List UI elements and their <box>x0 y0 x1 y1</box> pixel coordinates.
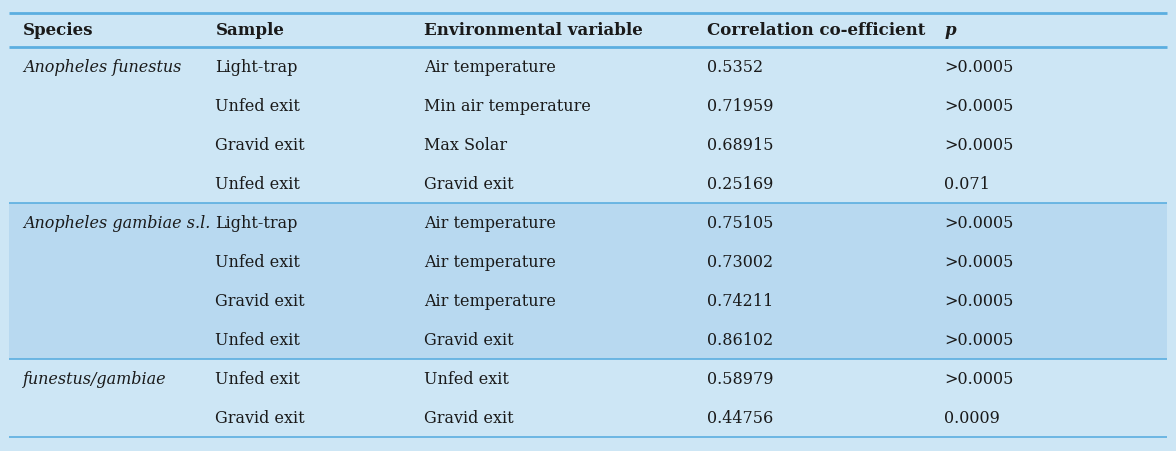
Text: 0.44756: 0.44756 <box>707 410 774 427</box>
Text: >0.0005: >0.0005 <box>944 59 1014 75</box>
Text: 0.86102: 0.86102 <box>707 331 774 349</box>
Text: Gravid exit: Gravid exit <box>423 175 513 193</box>
Text: >0.0005: >0.0005 <box>944 215 1014 231</box>
Text: p: p <box>944 22 956 39</box>
Text: Unfed exit: Unfed exit <box>423 370 508 387</box>
Text: Gravid exit: Gravid exit <box>423 331 513 349</box>
Text: Light-trap: Light-trap <box>215 215 298 231</box>
Text: Air temperature: Air temperature <box>423 59 555 75</box>
Bar <box>9 14 1167 47</box>
Text: Air temperature: Air temperature <box>423 215 555 231</box>
Text: Unfed exit: Unfed exit <box>215 370 300 387</box>
Text: Sample: Sample <box>215 22 285 39</box>
Text: >0.0005: >0.0005 <box>944 293 1014 309</box>
Text: 0.73002: 0.73002 <box>707 253 774 271</box>
Bar <box>9 47 1167 203</box>
Text: Unfed exit: Unfed exit <box>215 331 300 349</box>
Text: Anopheles funestus: Anopheles funestus <box>24 59 181 75</box>
Text: 0.071: 0.071 <box>944 175 990 193</box>
Text: Species: Species <box>24 22 94 39</box>
Bar <box>9 359 1167 437</box>
Text: Anopheles gambiae s.l.: Anopheles gambiae s.l. <box>24 215 211 231</box>
Text: 0.68915: 0.68915 <box>707 137 774 153</box>
Text: Unfed exit: Unfed exit <box>215 175 300 193</box>
Text: >0.0005: >0.0005 <box>944 253 1014 271</box>
Bar <box>9 203 1167 359</box>
Text: >0.0005: >0.0005 <box>944 370 1014 387</box>
Text: >0.0005: >0.0005 <box>944 331 1014 349</box>
Text: Environmental variable: Environmental variable <box>423 22 642 39</box>
Text: 0.74211: 0.74211 <box>707 293 774 309</box>
Text: Gravid exit: Gravid exit <box>215 137 305 153</box>
Text: 0.58979: 0.58979 <box>707 370 774 387</box>
Text: funestus/gambiae: funestus/gambiae <box>24 370 167 387</box>
Text: Gravid exit: Gravid exit <box>423 410 513 427</box>
Text: >0.0005: >0.0005 <box>944 97 1014 115</box>
Text: Gravid exit: Gravid exit <box>215 410 305 427</box>
Text: Unfed exit: Unfed exit <box>215 97 300 115</box>
Text: >0.0005: >0.0005 <box>944 137 1014 153</box>
Text: Air temperature: Air temperature <box>423 293 555 309</box>
Text: 0.75105: 0.75105 <box>707 215 774 231</box>
Text: 0.71959: 0.71959 <box>707 97 774 115</box>
Text: Max Solar: Max Solar <box>423 137 507 153</box>
Text: Correlation co-efficient: Correlation co-efficient <box>707 22 926 39</box>
Text: Air temperature: Air temperature <box>423 253 555 271</box>
Text: Unfed exit: Unfed exit <box>215 253 300 271</box>
Text: 0.5352: 0.5352 <box>707 59 763 75</box>
Text: Min air temperature: Min air temperature <box>423 97 590 115</box>
Text: 0.0009: 0.0009 <box>944 410 1001 427</box>
Text: Gravid exit: Gravid exit <box>215 293 305 309</box>
Text: 0.25169: 0.25169 <box>707 175 774 193</box>
Text: Light-trap: Light-trap <box>215 59 298 75</box>
